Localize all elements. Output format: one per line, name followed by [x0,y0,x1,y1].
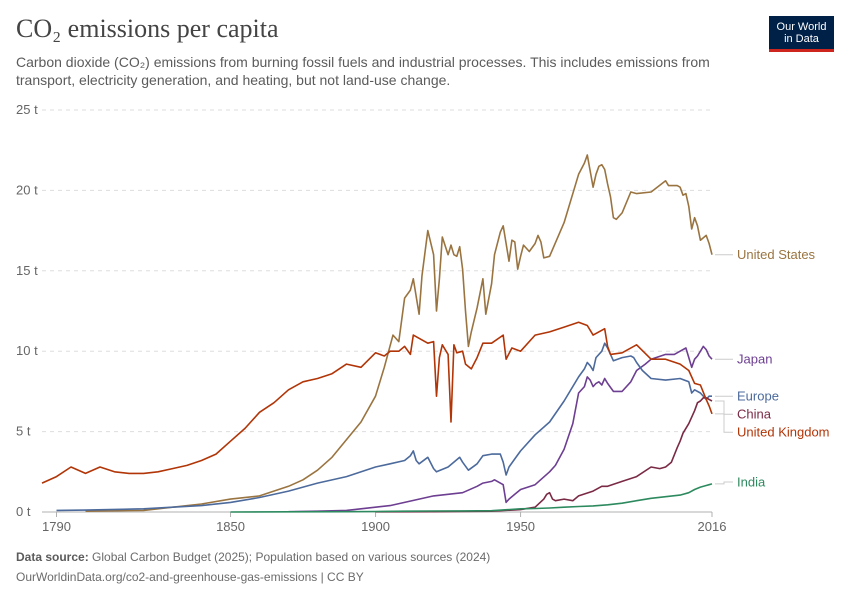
footer-url[interactable]: OurWorldinData.org/co2-and-greenhouse-ga… [16,570,364,584]
logo-line-2: in Data [784,33,819,45]
y-tick-label: 15 t [16,263,38,278]
series-label: United Kingdom [737,425,830,440]
x-tick-label: 1900 [361,519,390,534]
series-line-china [375,396,713,513]
series-line-india [230,483,713,513]
label-leader-line [715,413,733,433]
series-line-united-states [85,154,713,512]
footer-source: Data source: Global Carbon Budget (2025)… [16,550,490,564]
y-tick-label: 5 t [16,424,31,439]
label-leader-line [715,400,733,415]
series-label: China [737,407,772,422]
line-chart: 0 t 5 t 10 t 15 t 20 t 25 t 1790 1850 1900 1950 20… [16,102,830,534]
y-tick-label: 10 t [16,343,38,358]
series-label: India [737,475,766,490]
y-tick-label: 25 t [16,102,38,117]
x-tick-label: 2016 [698,519,727,534]
series-line-united-kingdom [41,321,713,484]
x-tick-label: 1850 [216,519,245,534]
label-leader-line [715,481,733,485]
series-line-japan [288,345,713,513]
x-tick-label: 1950 [506,519,535,534]
source-text: Global Carbon Budget (2025); Population … [88,550,491,564]
owid-logo[interactable]: Our World in Data [769,16,834,52]
x-tick-label: 1790 [42,519,71,534]
logo-line-1: Our World [776,21,827,33]
series-label: United States [737,247,816,262]
y-tick-label: 0 t [16,504,31,519]
chart-title: CO₂ emissions per capita [16,14,279,43]
series-label: Europe [737,389,779,404]
source-label: Data source: [16,550,89,564]
chart-subtitle: Carbon dioxide (CO₂) emissions from burn… [16,54,710,88]
series-label: Japan [737,352,772,367]
series-line-europe [56,342,712,512]
y-tick-label: 20 t [16,182,38,197]
